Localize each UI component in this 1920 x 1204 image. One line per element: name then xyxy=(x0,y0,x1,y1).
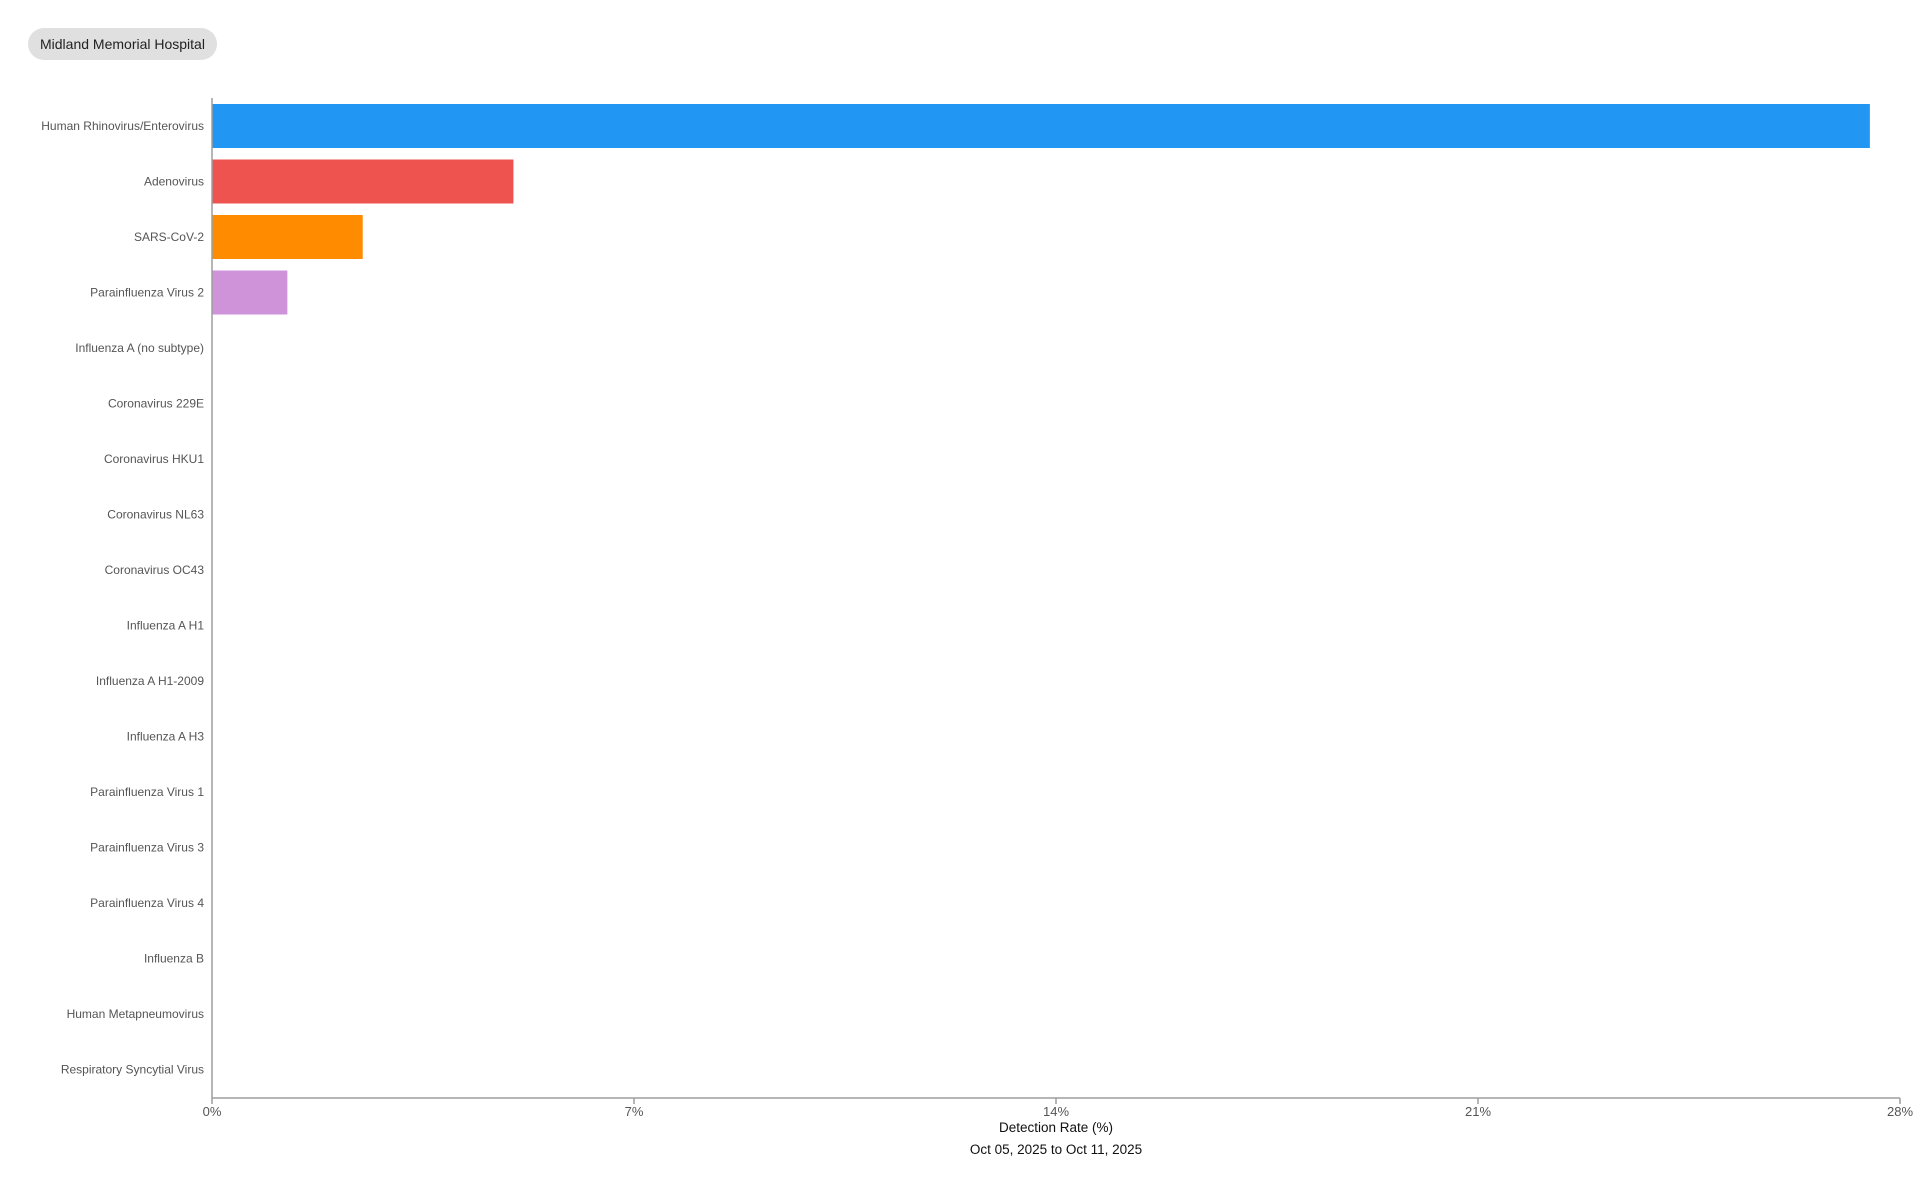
category-label: Coronavirus OC43 xyxy=(105,563,205,577)
x-tick-label: 0% xyxy=(203,1104,222,1119)
category-label: Influenza A H3 xyxy=(127,730,205,744)
date-range-label: Oct 05, 2025 to Oct 11, 2025 xyxy=(970,1142,1142,1157)
bar-2[interactable] xyxy=(212,215,363,259)
category-label: Human Rhinovirus/Enterovirus xyxy=(41,119,204,133)
x-axis-ticks: 0% 7% 14% 21% 28% xyxy=(203,1098,1913,1119)
bar-3[interactable] xyxy=(212,270,288,315)
category-label: Influenza A (no subtype) xyxy=(75,341,204,355)
category-labels: Human Rhinovirus/Enterovirus Adenovirus SA… xyxy=(41,119,204,1077)
category-label: Coronavirus 229E xyxy=(108,397,204,411)
category-label: Human Metapneumovirus xyxy=(67,1007,204,1021)
category-label: Respiratory Syncytial Virus xyxy=(61,1063,204,1077)
category-label: Parainfluenza Virus 4 xyxy=(90,896,204,910)
x-tick-label: 14% xyxy=(1043,1104,1069,1119)
x-axis-title: Detection Rate (%) xyxy=(999,1120,1113,1135)
x-tick-label: 21% xyxy=(1465,1104,1491,1119)
category-label: Influenza B xyxy=(144,952,204,966)
category-label: Adenovirus xyxy=(144,175,204,189)
hospital-selector-chip[interactable]: Midland Memorial Hospital xyxy=(28,28,217,60)
category-label: Coronavirus HKU1 xyxy=(104,452,204,466)
category-label: Parainfluenza Virus 2 xyxy=(90,286,204,300)
category-label: Influenza A H1 xyxy=(127,619,205,633)
category-label: Parainfluenza Virus 1 xyxy=(90,785,204,799)
x-tick-label: 7% xyxy=(625,1104,644,1119)
category-label: Influenza A H1-2009 xyxy=(96,674,204,688)
category-label: Parainfluenza Virus 3 xyxy=(90,841,204,855)
category-label: Coronavirus NL63 xyxy=(107,508,204,522)
x-tick-label: 28% xyxy=(1887,1104,1913,1119)
bars-layer xyxy=(212,104,1870,315)
bar-1[interactable] xyxy=(212,159,514,204)
category-label: SARS-CoV-2 xyxy=(134,230,204,244)
bar-0[interactable] xyxy=(212,104,1870,148)
